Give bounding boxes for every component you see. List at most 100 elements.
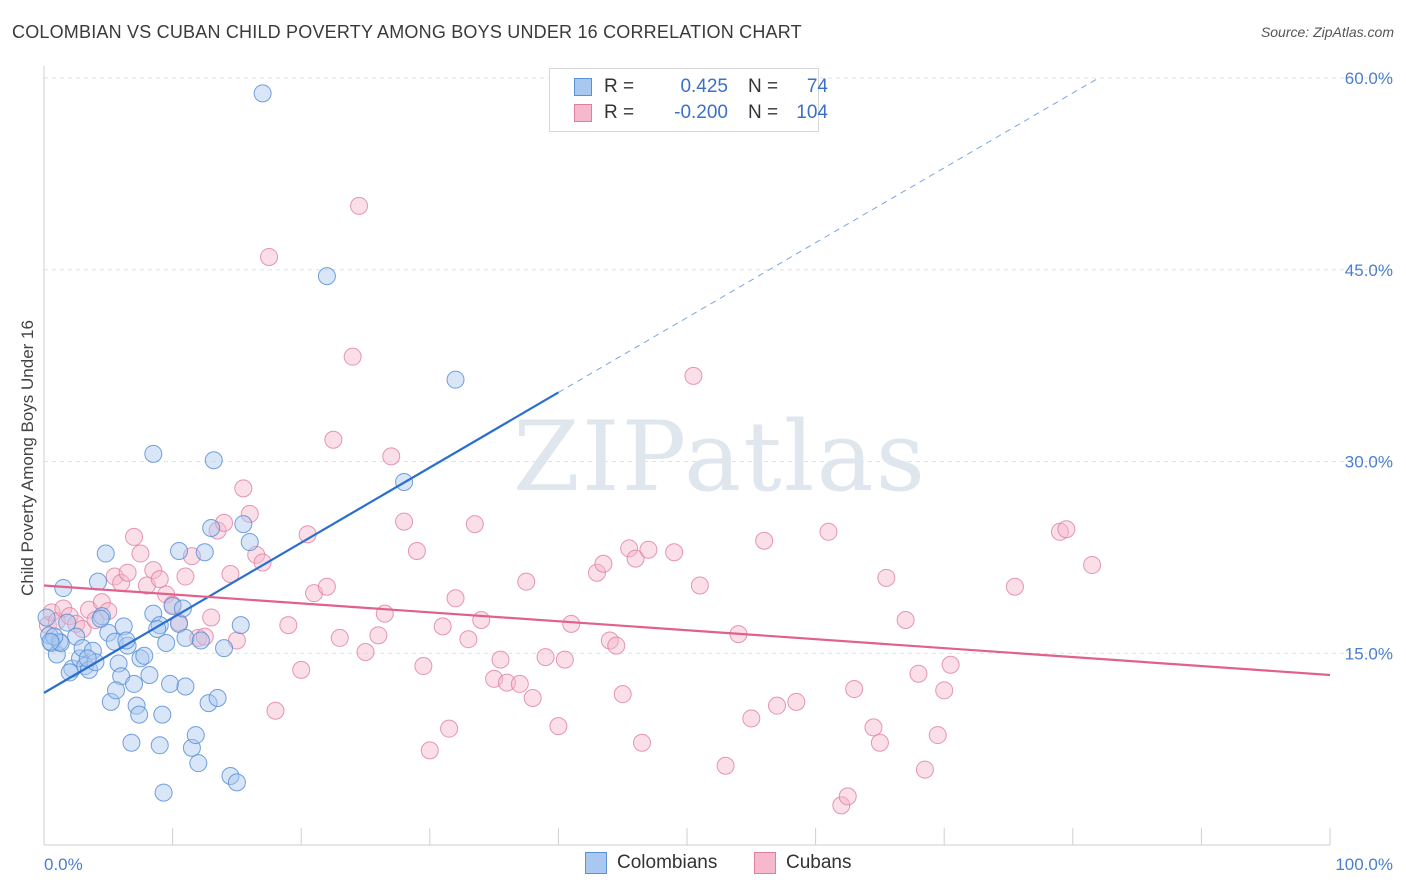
legend-item-colombians[interactable]: Colombians [585, 852, 717, 874]
colombian-point [240, 533, 259, 552]
trend-lines [43, 77, 1331, 694]
colombian-point [101, 692, 120, 711]
colombian-point [202, 518, 221, 537]
cubans-legend-label: Cubans [786, 852, 852, 873]
series-legend: Colombians Cubans [0, 852, 1406, 876]
colombians-points [37, 84, 465, 802]
legend-row-cubans: R = -0.200 N = 104 [550, 100, 828, 126]
colombian-point [176, 628, 195, 647]
colombian-point [80, 660, 99, 679]
cuban-point [517, 572, 536, 591]
cuban-point [395, 512, 414, 531]
cuban-point [1083, 556, 1102, 575]
cuban-point [497, 673, 516, 692]
tick-labels: 15.0% 30.0% 45.0% 60.0% 0.0% 100.0% [44, 69, 1393, 874]
colombian-point [99, 623, 118, 642]
colombian-point [73, 639, 92, 658]
cubans-points [38, 196, 1102, 815]
cuban-point [832, 796, 851, 815]
cuban-point [626, 549, 645, 568]
cuban-point [562, 614, 581, 633]
cuban-point [260, 247, 279, 266]
colombian-point [163, 596, 182, 615]
cuban-point [838, 787, 857, 806]
colombian-point [50, 632, 69, 651]
colombian-point [157, 634, 176, 653]
colombians-trend-extension [558, 77, 1099, 393]
cuban-point [607, 636, 626, 655]
y-tick-label: 15.0% [1345, 644, 1393, 663]
colombian-point [215, 639, 234, 658]
cuban-point [870, 733, 889, 752]
cuban-point [240, 504, 259, 523]
colombian-point [199, 694, 218, 713]
cubans-trend-line [43, 584, 1331, 677]
y-tick-label: 60.0% [1345, 69, 1393, 88]
colombians-legend-label: Colombians [617, 852, 718, 873]
cuban-point [864, 718, 883, 737]
x-tick-label: 0.0% [44, 855, 83, 874]
cubans-swatch [574, 104, 592, 122]
r-label: R = [604, 102, 635, 123]
cuban-point [915, 760, 934, 779]
cuban-point [555, 650, 574, 669]
cuban-point [594, 554, 613, 573]
cuban-point [896, 611, 915, 630]
cuban-point [941, 655, 960, 674]
colombian-point [153, 705, 172, 724]
cubans-legend-swatch [754, 852, 776, 874]
cuban-point [176, 567, 195, 586]
colombian-point [58, 613, 77, 632]
cuban-point [536, 648, 555, 667]
n-value: 104 [796, 102, 828, 123]
cuban-point [221, 564, 240, 583]
colombian-point [208, 688, 227, 707]
colombian-point [227, 773, 246, 792]
colombian-point [41, 632, 60, 651]
cuban-point [202, 608, 221, 627]
cuban-point [465, 515, 484, 534]
cuban-point [716, 756, 735, 775]
colombian-point [130, 705, 149, 724]
legend-item-cubans[interactable]: Cubans [754, 852, 852, 874]
cuban-point [446, 589, 465, 608]
colombians-trend-line [43, 391, 559, 694]
source-label: Source: ZipAtlas.com [1260, 24, 1394, 40]
colombian-point [176, 677, 195, 696]
cuban-point [877, 568, 896, 587]
cuban-point [144, 561, 163, 580]
colombian-point [144, 444, 163, 463]
y-tick-label: 30.0% [1345, 453, 1393, 472]
colombian-point [125, 674, 144, 693]
cuban-point [613, 685, 632, 704]
cuban-point [459, 630, 478, 649]
colombian-point [114, 617, 133, 636]
cuban-point [317, 577, 336, 596]
colombian-point [173, 599, 192, 618]
colombian-point [67, 627, 86, 646]
cuban-point [684, 366, 703, 385]
colombian-point [186, 726, 205, 745]
colombian-point [189, 754, 208, 773]
cuban-point [665, 543, 684, 562]
cuban-point [42, 603, 61, 622]
cuban-point [787, 692, 806, 711]
colombian-point [37, 608, 56, 627]
n-label: N = [748, 76, 779, 97]
colombian-point [161, 674, 180, 693]
cuban-point [755, 531, 774, 550]
colombian-point [221, 766, 240, 785]
cuban-point [491, 650, 510, 669]
cuban-point [1057, 520, 1076, 539]
stats-legend: R = 0.425 N = 74 R = -0.200 N = 104 [549, 68, 828, 132]
colombian-point [122, 733, 141, 752]
legend-row-colombians: R = 0.425 N = 74 [550, 74, 828, 100]
cuban-point [343, 347, 362, 366]
colombians-swatch [574, 78, 592, 96]
cuban-point [768, 696, 787, 715]
cuban-point [819, 522, 838, 541]
cuban-point [845, 680, 864, 699]
colombian-point [195, 543, 214, 562]
cuban-point [350, 196, 369, 215]
cuban-point [131, 544, 150, 563]
